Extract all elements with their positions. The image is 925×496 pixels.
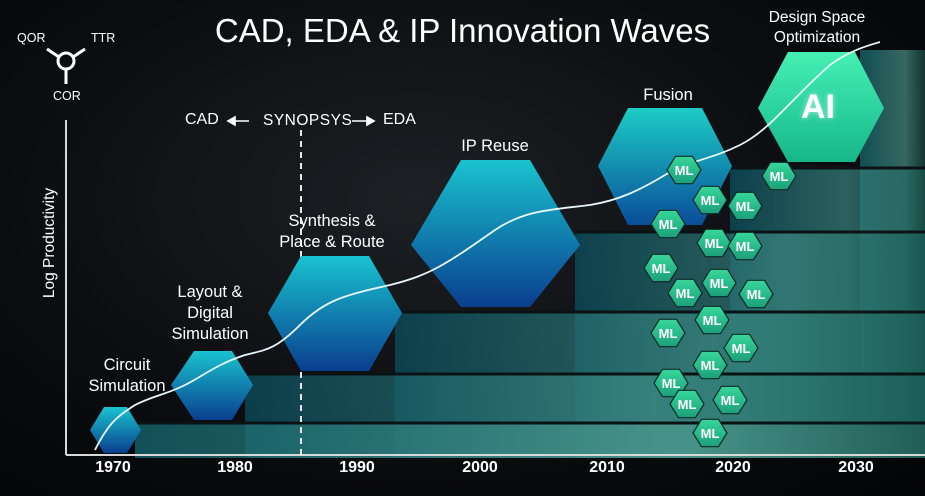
wave-label-line: Optimization (773, 29, 861, 46)
ml-hexagon (723, 333, 759, 363)
ml-hexagon (701, 268, 737, 298)
wave-label-line: Digital (187, 304, 233, 322)
ml-hexagon (650, 209, 686, 239)
ml-label: ML (659, 326, 678, 341)
ml-hexagon (738, 279, 774, 309)
ml-hexagon (761, 161, 797, 191)
wave-label-line: Simulation (171, 325, 249, 343)
wave-label-line: Place & Route (279, 233, 385, 251)
x-tick-2020: 2020 (715, 459, 751, 476)
ml-label: ML (705, 236, 724, 251)
hex-circuit-simulation (90, 407, 141, 453)
ml-label: ML (701, 358, 720, 373)
ml-hexagon (650, 318, 686, 348)
ml-label: ML (721, 393, 740, 408)
ml-hexagon (694, 305, 730, 335)
productivity-curve (94, 41, 881, 451)
ml-label: ML (662, 376, 681, 391)
x-tick-2030: 2030 (838, 459, 874, 476)
wave-label-synthesis: Synthesis & Place & Route (267, 211, 397, 253)
ai-label: AI (801, 88, 835, 126)
ml-hexagon (643, 253, 679, 283)
wave-label-ip-reuse: IP Reuse (440, 136, 550, 157)
legend-cad: CAD (185, 111, 219, 128)
wave-label-line: Simulation (88, 377, 166, 395)
wave-label-line: Layout & (177, 283, 243, 301)
ml-hexagon (727, 191, 763, 221)
wave-label-circuit-simulation: Circuit Simulation (72, 355, 182, 397)
ml-label: ML (732, 341, 751, 356)
ml-label: ML (701, 426, 720, 441)
ml-label: ML (703, 313, 722, 328)
wave-label-line: Circuit (103, 356, 151, 374)
legend-eda: EDA (383, 111, 416, 128)
hex-ip-reuse (411, 160, 580, 307)
y-axis-label: Log Productivity (41, 187, 58, 299)
wave-label-layout-digital: Layout & Digital Place & Route Simulatio… (160, 282, 260, 345)
ml-hexagon (696, 228, 732, 258)
ml-hexagon (669, 389, 705, 419)
x-tick-1980: 1980 (217, 459, 253, 476)
ml-label: ML (675, 163, 694, 178)
ml-label: ML (676, 286, 695, 301)
wave-label-design-space-optimization: Design Space Optimization (752, 8, 882, 48)
eda-arrow-icon (352, 115, 376, 127)
wave-label-line: Synthesis & (288, 212, 376, 230)
wave-label-fusion: Fusion (618, 85, 718, 106)
ml-label: ML (710, 276, 729, 291)
ml-label: ML (678, 397, 697, 412)
hex-ai (758, 52, 884, 162)
ml-hexagon (692, 418, 728, 448)
ml-label: ML (652, 261, 671, 276)
triad-label-ttr: TTR (91, 31, 116, 45)
wave-bands (135, 50, 925, 458)
ml-hexagon (667, 278, 703, 308)
x-tick-2000: 2000 (462, 459, 498, 476)
ml-hexagon (692, 185, 728, 215)
x-tick-1990: 1990 (339, 459, 375, 476)
ml-label: ML (736, 239, 755, 254)
band-circuit (135, 423, 925, 458)
ml-label: ML (659, 217, 678, 232)
ml-hexagons: ML ML ML ML ML ML ML ML ML ML ML ML ML ML ML ML ML ML ML (643, 155, 797, 448)
ml-label: ML (736, 199, 755, 214)
wave-label-line: IP Reuse (461, 137, 529, 155)
x-tick-2010: 2010 (589, 459, 625, 476)
legend-synopsys-logo: SYNOPSYS (263, 112, 353, 129)
triad-label-cor: COR (53, 89, 81, 103)
ml-hexagon (727, 231, 763, 261)
page-title: CAD, EDA & IP Innovation Waves (214, 12, 711, 49)
ml-hexagon (666, 155, 702, 185)
hex-synthesis (268, 256, 402, 371)
wave-label-line: Fusion (643, 86, 693, 104)
hex-layout-digital (171, 351, 253, 420)
x-tick-1970: 1970 (95, 459, 131, 476)
triad-label-qor: QOR (17, 31, 46, 45)
wave-label-line: Design Space (768, 9, 866, 26)
ml-hexagon (692, 350, 728, 380)
cad-arrow-icon (226, 115, 249, 127)
qor-ttr-cor-icon (46, 47, 86, 84)
ml-label: ML (747, 287, 766, 302)
ml-label: ML (701, 193, 720, 208)
ml-hexagon (712, 385, 748, 415)
ml-label: ML (770, 169, 789, 184)
